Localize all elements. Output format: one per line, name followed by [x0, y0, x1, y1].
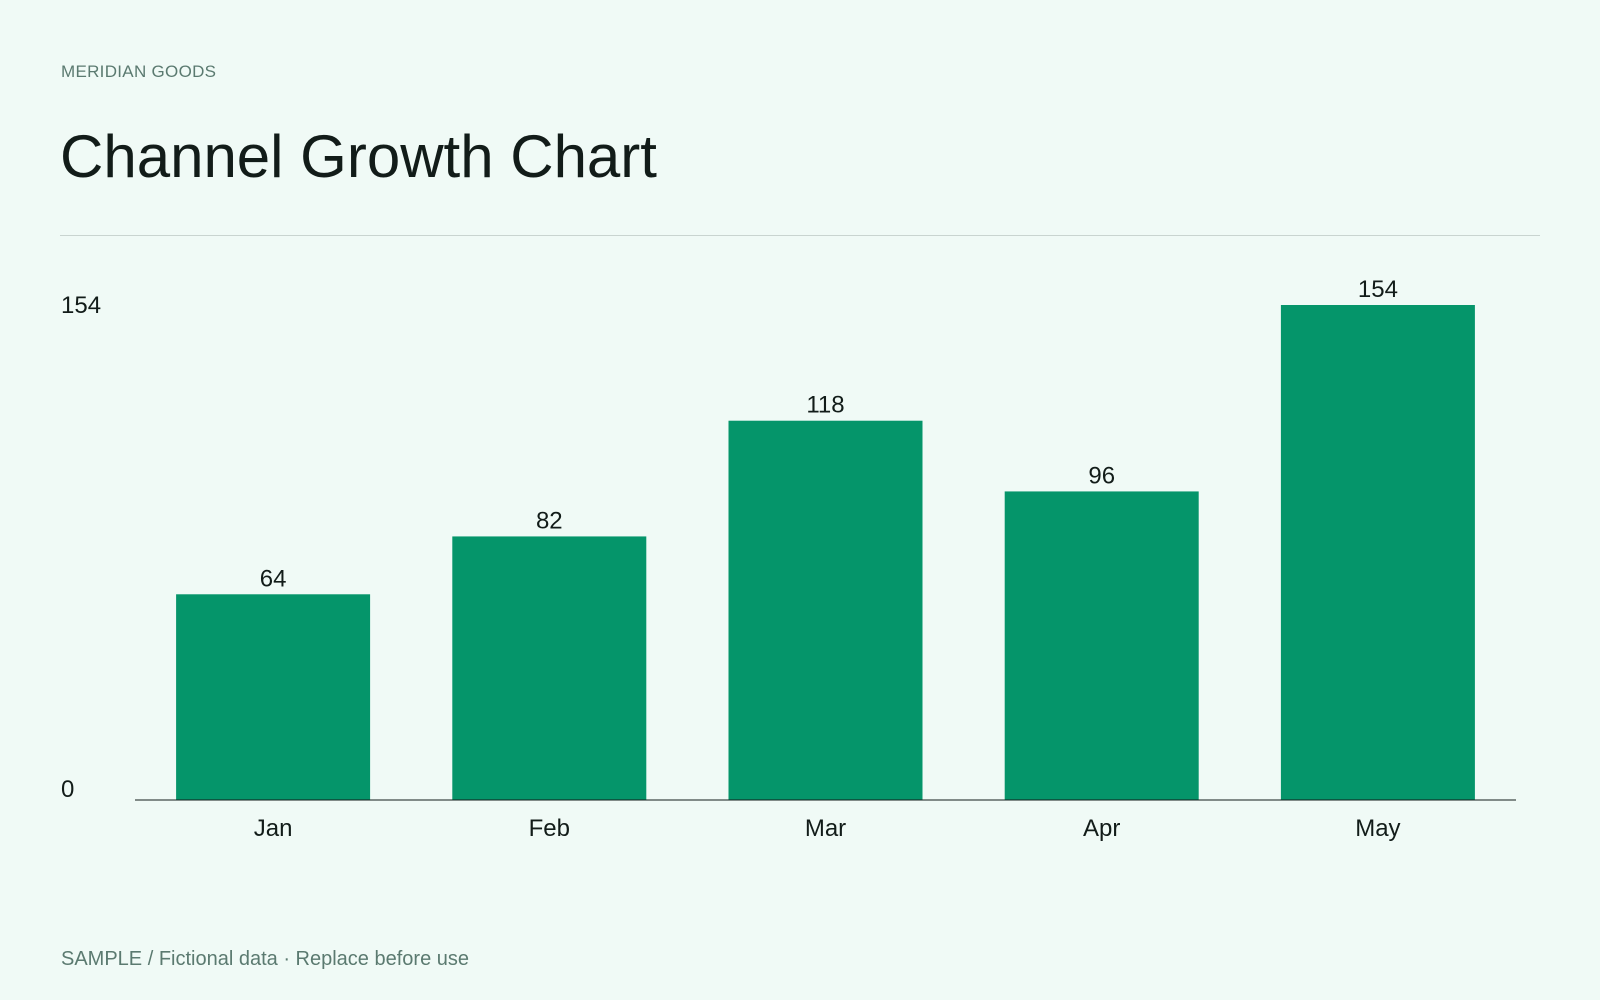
bar-feb: [452, 536, 647, 800]
x-tick-label: Mar: [805, 815, 846, 842]
y-tick-label: 154: [61, 292, 101, 319]
y-tick-label: 0: [61, 776, 74, 803]
x-tick-label: Apr: [1083, 815, 1120, 842]
data-label: 64: [260, 565, 287, 592]
x-tick-label: Jan: [254, 815, 293, 842]
x-tick-label: Feb: [529, 815, 570, 842]
data-label: 82: [536, 507, 563, 534]
bar-jan: [176, 594, 371, 800]
data-label: 118: [806, 392, 844, 419]
title-divider: [60, 235, 1540, 236]
footer-note: SAMPLE / Fictional data · Replace before…: [61, 948, 469, 970]
x-tick-label: May: [1355, 815, 1400, 842]
bar-may: [1280, 305, 1475, 800]
data-label: 96: [1088, 462, 1115, 489]
bar-mar: [728, 420, 923, 800]
bar-apr: [1004, 491, 1199, 800]
page-title: Channel Growth Chart: [60, 123, 657, 190]
data-label: 154: [1358, 276, 1398, 303]
brand-label: MERIDIAN GOODS: [61, 62, 217, 81]
